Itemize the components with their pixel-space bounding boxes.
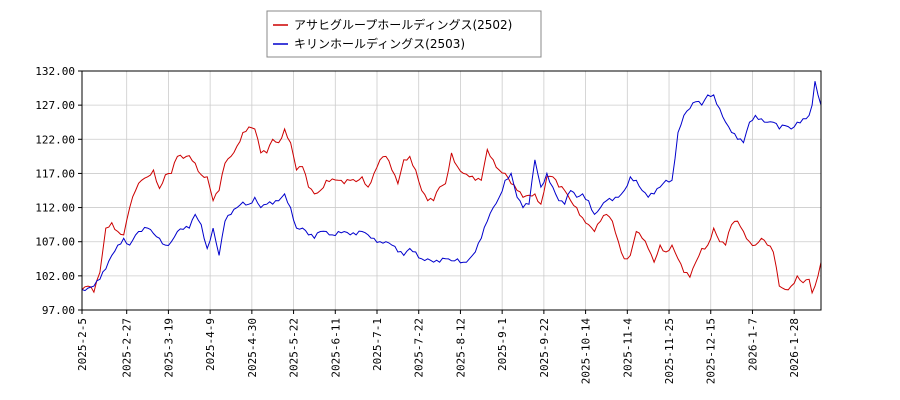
y-tick-label: 117.00 bbox=[35, 167, 75, 180]
x-tick-label: 2025-3-19 bbox=[162, 318, 175, 378]
x-tick-label: 2025-9-22 bbox=[538, 318, 551, 378]
y-tick-label: 102.00 bbox=[35, 270, 75, 283]
x-tick-label: 2025-10-14 bbox=[580, 318, 593, 385]
x-tick-label: 2025-11-25 bbox=[663, 318, 676, 384]
y-tick-label: 107.00 bbox=[35, 236, 75, 249]
series-line-kirin bbox=[81, 81, 822, 292]
x-tick-label: 2025-5-22 bbox=[288, 318, 301, 378]
x-tick-label: 2025-4-9 bbox=[204, 318, 217, 371]
grid-lines bbox=[81, 70, 821, 311]
x-tick-label: 2025-7-1 bbox=[371, 318, 384, 371]
plot-frame bbox=[81, 70, 822, 311]
x-tick-label: 2025-2-5 bbox=[76, 318, 89, 371]
x-tick-label: 2025-6-11 bbox=[329, 318, 342, 378]
y-tick-label: 132.00 bbox=[35, 65, 75, 78]
y-tick-label: 97.00 bbox=[42, 304, 75, 317]
series-lines bbox=[81, 81, 822, 295]
x-tick-label: 2025-9-1 bbox=[496, 318, 509, 371]
axes: 97.00 102.00 107.00 112.00 117.00 122.00 127.0… bbox=[35, 65, 801, 384]
legend-label-asahi: アサヒグループホールディングス(2502) bbox=[294, 17, 512, 32]
y-tick-label: 122.00 bbox=[35, 133, 75, 146]
legend: アサヒグループホールディングス(2502) キリンホールディングス(2503) bbox=[266, 10, 542, 58]
legend-label-kirin: キリンホールディングス(2503) bbox=[294, 36, 465, 51]
y-tick-label: 127.00 bbox=[35, 99, 75, 112]
x-tick-label: 2026-1-28 bbox=[788, 318, 801, 378]
x-tick-label: 2025-4-30 bbox=[246, 318, 259, 378]
plot-area bbox=[82, 71, 821, 310]
x-tick-label: 2025-12-15 bbox=[705, 318, 718, 384]
x-tick-label: 2025-7-22 bbox=[413, 318, 426, 378]
x-tick-label: 2025-8-12 bbox=[454, 318, 467, 378]
series-line-asahi bbox=[81, 126, 822, 295]
x-tick-label: 2026-1-7 bbox=[746, 318, 759, 371]
legend-box bbox=[266, 10, 542, 58]
x-tick-label: 2025-11-4 bbox=[621, 318, 634, 378]
y-tick-label: 112.00 bbox=[35, 202, 75, 215]
x-tick-label: 2025-2-27 bbox=[121, 318, 134, 378]
